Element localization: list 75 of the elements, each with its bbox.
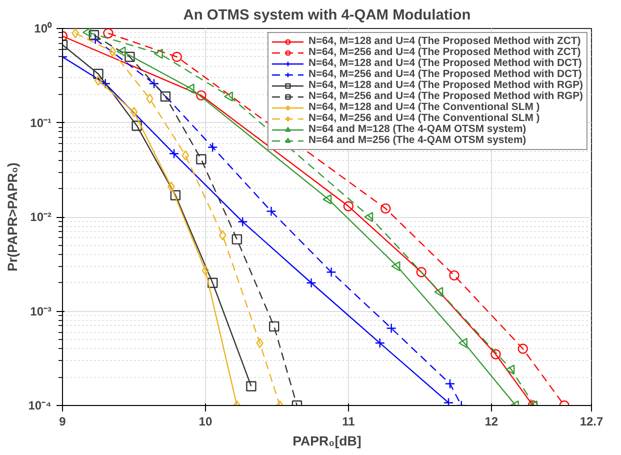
point — [266, 206, 276, 216]
chart-title: An OTMS system with 4-QAM Modulation — [183, 8, 471, 24]
point — [100, 78, 110, 89]
point — [364, 212, 374, 222]
point — [108, 46, 116, 57]
y-tick-label: 10⁻³ — [30, 304, 52, 318]
point — [116, 46, 126, 57]
point — [232, 234, 242, 244]
point — [130, 106, 138, 118]
point — [449, 270, 460, 281]
legend-label: N=64 and M=128 (The 4-QAM OTSM system) — [308, 124, 526, 135]
point — [490, 349, 501, 360]
point — [391, 261, 400, 272]
x-tick-label: 9 — [59, 414, 66, 428]
point — [326, 267, 336, 278]
legend-label: N=64, M=256 and U=4 (The Proposed Method with DCT) — [308, 69, 582, 80]
point — [124, 52, 135, 62]
y-axis-title: Pr(PAPR>PAPR₀) — [5, 162, 20, 272]
legend-label: N=64 and M=256 (The 4-QAM OTSM system) — [308, 135, 526, 146]
point — [306, 278, 316, 288]
x-tick-label: 12 — [484, 414, 498, 428]
x-tick-label: 12.7 — [580, 414, 604, 428]
point — [185, 84, 194, 94]
point — [343, 201, 354, 212]
point — [82, 28, 92, 38]
point — [172, 52, 182, 62]
point — [434, 286, 444, 298]
y-tick-label: 10⁰ — [34, 22, 52, 36]
point — [196, 154, 206, 164]
point — [72, 28, 79, 38]
point — [132, 120, 142, 131]
point — [518, 344, 528, 354]
point — [168, 148, 180, 159]
legend-label: N=64, M=128 and U=4 (The Proposed Method with ZCT) — [308, 36, 581, 47]
point — [416, 267, 426, 278]
x-tick-label: 11 — [342, 414, 356, 428]
point — [154, 48, 163, 59]
point — [443, 398, 454, 406]
legend-label: N=64, M=256 and U=4 (The Proposed Method with ZCT) — [308, 47, 581, 58]
legend-label: N=64, M=256 and U=4 (The Conventional SLM ) — [308, 113, 540, 124]
point — [94, 76, 102, 86]
legend-label: N=64, M=128 and U=4 (The Proposed Method with DCT) — [308, 58, 582, 69]
legend-label: N=64, M=128 and U=4 (The Proposed Method with RGP) — [308, 80, 583, 91]
point — [196, 90, 206, 101]
legend-label: N=64, M=128 and U=4 (The Conventional SLM ) — [308, 102, 540, 113]
point — [506, 364, 515, 375]
point — [322, 194, 332, 204]
x-tick-label: 10 — [198, 414, 212, 428]
point — [374, 338, 385, 348]
point — [170, 190, 181, 200]
x-axis-title: PAPR₀[dB] — [292, 434, 362, 448]
y-tick-label: 10⁻¹ — [30, 116, 52, 130]
point — [160, 91, 171, 102]
point — [224, 91, 233, 102]
point — [202, 265, 210, 276]
point — [146, 94, 154, 104]
point — [148, 78, 160, 89]
point — [444, 378, 456, 389]
point — [208, 142, 218, 152]
point — [103, 28, 114, 38]
legend-label: N=64, M=256 and U=4 (The Proposed Method with RGP) — [308, 91, 583, 102]
point — [88, 30, 100, 40]
point — [219, 230, 226, 240]
point — [182, 150, 190, 161]
point — [380, 203, 391, 214]
point — [386, 323, 396, 334]
y-tick-label: 10⁻² — [30, 210, 52, 224]
point — [246, 381, 256, 392]
point — [208, 278, 218, 288]
point — [168, 182, 175, 192]
y-tick-label: 10⁻⁴ — [28, 398, 52, 412]
point — [269, 321, 280, 332]
point — [238, 216, 248, 227]
point — [93, 68, 104, 79]
point — [458, 338, 468, 348]
